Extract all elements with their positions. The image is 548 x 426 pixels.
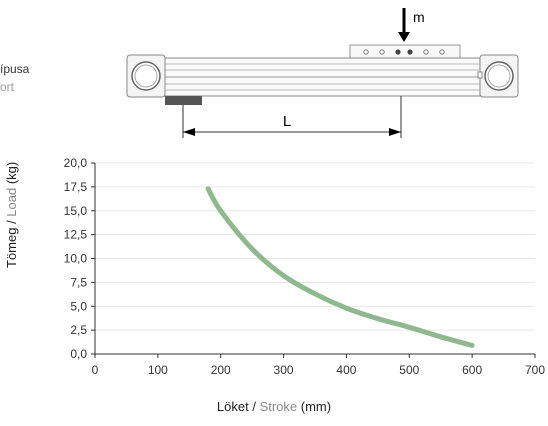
y-tick-label: 10,0	[64, 252, 88, 266]
carriage-bolt	[407, 49, 413, 55]
x-label-part2: Stroke	[259, 399, 298, 414]
y-ticks: 0,0 2,5 5,0 7,5 10,0 12,5 15,0 17,5 20,0	[64, 156, 95, 361]
x-tick-label: 400	[336, 363, 356, 377]
x-tick-label: 100	[148, 363, 168, 377]
y-label-part1: Tömeg	[4, 227, 19, 268]
y-tick-label: 20,0	[64, 156, 88, 170]
pulley-left	[131, 61, 161, 91]
pulley-right	[484, 61, 514, 91]
y-tick-label: 7,5	[70, 275, 87, 289]
dim-arrow-right	[389, 128, 401, 136]
y-tick-label: 0,0	[70, 347, 87, 361]
y-label-unit: (kg)	[4, 161, 19, 188]
x-label-unit: (mm)	[297, 399, 332, 414]
carriage-bolt	[423, 49, 429, 55]
pulley-right-inner	[487, 64, 511, 88]
x-tick-label: 300	[274, 363, 294, 377]
actuator-schematic: m L	[126, 8, 519, 138]
pulley-left-inner	[134, 64, 158, 88]
x-axis-label: Löket / Stroke (mm)	[0, 399, 548, 414]
right-pin	[477, 71, 483, 79]
legend: ípusa ort	[0, 60, 29, 96]
x-tick-label: 200	[211, 363, 231, 377]
x-tick-label: 600	[462, 363, 482, 377]
x-ticks: 0 100 200 300 400 500 600 700	[92, 354, 545, 377]
y-tick-label: 5,0	[70, 299, 87, 313]
grid	[95, 162, 535, 331]
x-label-sep: /	[248, 399, 260, 414]
legend-line-1: ípusa	[0, 62, 30, 76]
y-label-part2: Load	[4, 187, 19, 217]
carriage-bolt	[379, 49, 385, 55]
x-label-part1: Löket	[216, 399, 249, 414]
carriage-bolt	[439, 49, 445, 55]
y-tick-label: 2,5	[70, 323, 87, 337]
load-curve	[205, 186, 475, 348]
legend-line-2: ort	[0, 80, 15, 94]
length-label: L	[283, 113, 291, 130]
y-tick-label: 15,0	[64, 204, 88, 218]
mass-label: m	[413, 9, 425, 25]
y-axis-label: Tömeg / Load (kg)	[4, 162, 19, 268]
base-block	[165, 96, 202, 105]
carriage-bolt	[363, 49, 369, 55]
carriage-bolt	[395, 49, 401, 55]
load-arrow-head	[398, 32, 410, 42]
x-tick-label: 700	[525, 363, 545, 377]
y-tick-label: 12,5	[64, 228, 88, 242]
x-tick-label: 0	[92, 363, 99, 377]
x-tick-label: 500	[399, 363, 419, 377]
y-label-sep: /	[4, 216, 19, 228]
dim-arrow-left	[183, 128, 195, 136]
y-tick-label: 17,5	[64, 180, 88, 194]
